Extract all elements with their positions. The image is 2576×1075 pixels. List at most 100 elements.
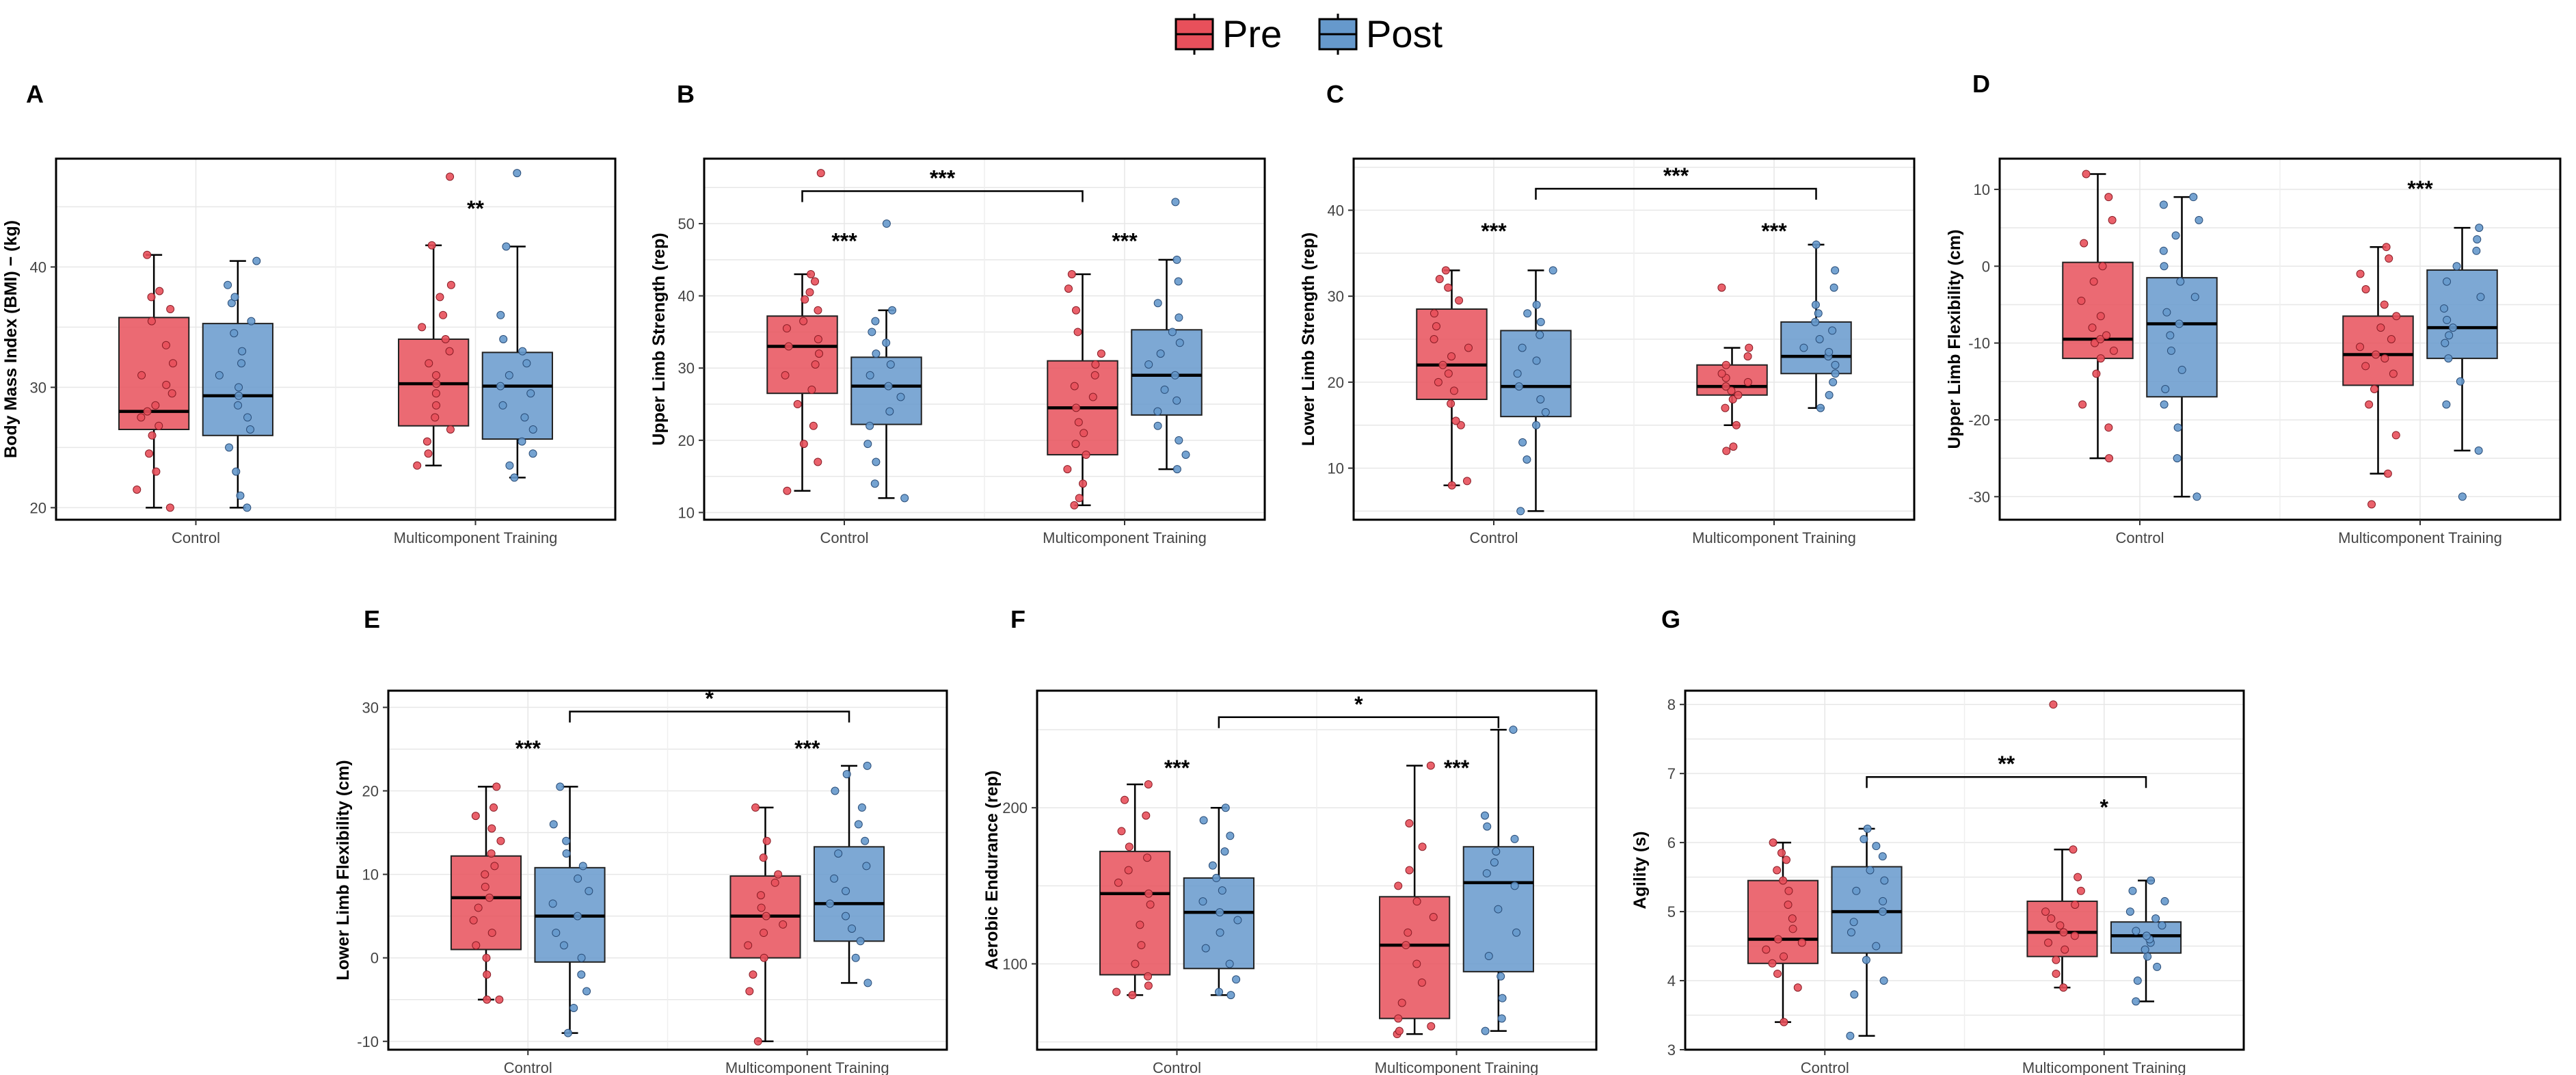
x-tick-label: Control [2116, 529, 2164, 546]
data-point [1878, 907, 1887, 916]
data-point [2132, 997, 2141, 1006]
data-point [2392, 312, 2401, 321]
data-point [577, 970, 586, 979]
data-point [246, 425, 255, 434]
data-point [1849, 918, 1858, 927]
data-point [2365, 400, 2374, 409]
data-point [1773, 969, 1782, 978]
data-point [2142, 931, 2151, 940]
data-point [234, 383, 243, 392]
data-point [1532, 421, 1541, 429]
data-point [1427, 1022, 1436, 1031]
significance-bracket: * [1218, 692, 1500, 728]
data-point [2380, 300, 2389, 309]
data-point [885, 407, 894, 416]
data-point [770, 878, 779, 887]
y-tick-label: 20 [678, 432, 695, 449]
data-point [1430, 335, 1438, 343]
data-point [1831, 360, 1840, 369]
box-pre-control [118, 250, 190, 512]
panel-b: B 10 20 30 40 50 Upper Limb Strength (rep) Cont… [649, 80, 1266, 546]
data-point [2088, 323, 2097, 332]
data-point [1722, 447, 1731, 455]
data-point [481, 870, 489, 879]
data-point [1063, 465, 1072, 474]
data-point [1536, 317, 1545, 326]
data-point [2476, 293, 2485, 302]
significance-label: *** [1164, 756, 1190, 780]
panel-letter: G [1661, 605, 1680, 633]
data-point [471, 812, 480, 821]
data-point [1793, 983, 1802, 992]
box-body [2146, 277, 2218, 398]
data-point [495, 995, 504, 1004]
data-point [2380, 354, 2389, 363]
data-point [793, 400, 802, 409]
data-point [1728, 395, 1737, 403]
data-point [1481, 1026, 1490, 1035]
data-point [814, 335, 822, 343]
significance-bracket: *** [1535, 163, 1817, 200]
data-point [1779, 876, 1788, 885]
data-point [1216, 928, 1224, 937]
data-point [1777, 849, 1786, 858]
data-point [2443, 277, 2452, 286]
data-point [807, 385, 816, 394]
data-point [1532, 356, 1541, 365]
data-point [1064, 284, 1073, 293]
data-point [1071, 306, 1080, 315]
data-point [831, 786, 840, 795]
data-point [552, 929, 561, 938]
data-point [2440, 304, 2449, 313]
data-point [496, 836, 505, 845]
data-point [2141, 945, 2149, 954]
data-point [147, 293, 156, 302]
data-point [1143, 853, 1152, 862]
data-point [866, 421, 874, 430]
data-point [496, 310, 505, 319]
data-point [1434, 377, 1443, 386]
data-point [1717, 283, 1726, 292]
data-point [446, 172, 455, 181]
data-point [1404, 928, 1412, 937]
significance-label: *** [1444, 756, 1470, 780]
data-point [585, 887, 593, 896]
panel-d: D -30 -20 -10 0 10 Upper Limb Flexibility (cm)… [1945, 70, 2562, 546]
significance-label: *** [515, 736, 541, 760]
data-point [1516, 507, 1525, 516]
data-point [446, 425, 455, 434]
y-tick-label: 0 [1982, 258, 1990, 275]
data-point [1426, 761, 1435, 770]
panel-letter: D [1972, 70, 1990, 98]
data-point [165, 503, 174, 512]
data-point [1816, 403, 1825, 412]
data-point [2104, 193, 2113, 202]
data-point [830, 874, 839, 883]
data-point [1117, 827, 1126, 836]
data-point [809, 421, 818, 430]
data-point [446, 280, 455, 289]
plot-frame [1352, 157, 1916, 521]
data-point [1156, 349, 1165, 358]
data-point [2096, 354, 2105, 363]
data-point [505, 461, 514, 470]
data-point [2449, 323, 2458, 332]
data-point [2096, 312, 2105, 321]
significance-label: *** [1112, 228, 1138, 253]
data-point [2074, 873, 2082, 881]
data-point [815, 349, 824, 358]
x-tick-label: Control [1153, 1059, 1201, 1075]
data-point [1734, 390, 1743, 399]
data-point [1721, 382, 1730, 391]
data-point [518, 437, 526, 446]
data-point [1860, 835, 1868, 844]
data-point [1447, 399, 1455, 408]
data-point [814, 306, 822, 315]
data-point [1097, 349, 1105, 358]
y-tick-label: -10 [357, 1033, 379, 1050]
box-post-control [2146, 193, 2218, 501]
y-tick-label: -30 [1968, 488, 1990, 505]
y-tick-label: 100 [1002, 955, 1028, 972]
